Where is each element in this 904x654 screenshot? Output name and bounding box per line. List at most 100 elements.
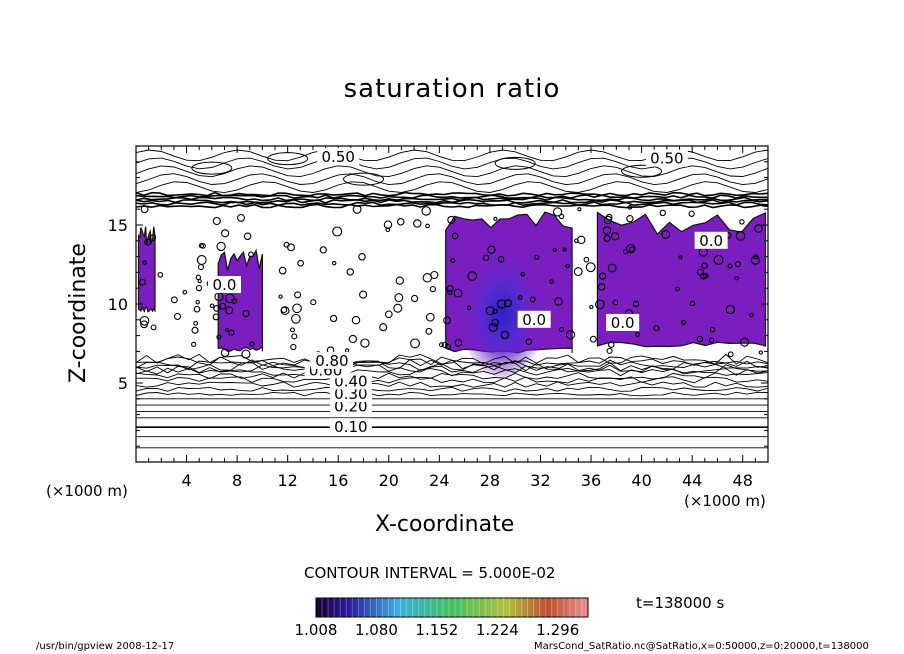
contour-speck	[517, 295, 523, 300]
contour-speck	[520, 272, 526, 277]
x-tick-label: 8	[232, 471, 242, 490]
contour-speck	[749, 312, 754, 318]
contour-speck	[212, 313, 220, 321]
supersaturated-region-2	[217, 248, 263, 352]
contour-loop	[621, 164, 663, 178]
contour-line-low	[135, 372, 769, 380]
contour-speck	[196, 255, 207, 265]
contour-speck	[496, 299, 507, 309]
contour-speck	[612, 299, 619, 306]
contour-speck	[379, 323, 388, 332]
contour-speck	[200, 243, 206, 249]
colorbar-tick-label: 1.008	[295, 621, 338, 639]
contour-speck	[467, 271, 478, 281]
contour-speck	[220, 348, 230, 357]
contour-speck	[500, 330, 510, 340]
contour-speck	[182, 289, 188, 295]
contour-speck	[216, 241, 226, 252]
contour-speck	[565, 264, 570, 269]
contour-speck	[396, 218, 405, 226]
contour-speck	[221, 229, 230, 238]
contour-speck	[525, 338, 533, 345]
contour-speck	[292, 303, 302, 314]
contour-speck	[413, 219, 422, 228]
contour-label-bg	[606, 313, 640, 331]
colorbar: 1.008 1.080 1.152 1.224 1.296	[295, 597, 589, 639]
contour-speck	[248, 251, 254, 258]
contour-speck	[632, 300, 640, 308]
contour-speck	[410, 338, 420, 349]
contour-speck	[332, 226, 343, 237]
x-tick-label: 4	[181, 471, 191, 490]
contour-label-bg	[310, 351, 353, 369]
contour-speck	[195, 274, 202, 281]
contour-loop	[191, 161, 233, 175]
contour-speck	[497, 255, 505, 263]
contour-speck	[191, 341, 197, 348]
contour-speck	[291, 313, 301, 324]
contour-loop	[494, 156, 536, 170]
contour-speck	[351, 315, 361, 325]
contour-speck	[410, 294, 419, 303]
contour-speck	[450, 258, 456, 264]
contour-speck	[727, 351, 734, 358]
contour-speck	[384, 310, 393, 319]
contour-speck	[549, 279, 555, 284]
contour-speck	[558, 326, 565, 333]
contour-label-bg	[207, 276, 241, 294]
colorbar-tick-label: 1.152	[415, 621, 458, 639]
contour-line-low	[136, 376, 769, 384]
contour-speck	[675, 286, 680, 292]
contour-speck	[446, 285, 454, 293]
time-label: t=138000 s	[636, 594, 725, 612]
contour-label-bg	[517, 310, 551, 328]
contour-label: 0.80	[315, 352, 348, 370]
contour-speck	[430, 270, 439, 280]
contour-speck	[294, 291, 302, 299]
y-axis-label: Z-coordinate	[66, 243, 91, 383]
contour-speck	[603, 215, 613, 225]
contour-speck	[394, 293, 404, 303]
contour-speck	[701, 262, 708, 269]
contour-speck	[487, 245, 496, 254]
contour-speck	[150, 324, 157, 331]
contour-speck	[753, 254, 759, 260]
x-tick-label: 44	[682, 471, 702, 490]
contour-line-low	[135, 391, 769, 397]
contour-line-top	[135, 196, 769, 202]
contour-line-low	[135, 367, 769, 377]
contour-speck	[565, 330, 576, 340]
contour-speck	[688, 210, 695, 217]
contour-speck	[626, 215, 634, 223]
contour-speck	[290, 343, 297, 351]
contour-speck	[447, 289, 453, 296]
contour-speck	[597, 283, 606, 291]
contour-speck	[574, 238, 579, 244]
contour-line-low	[135, 364, 769, 374]
contour-line-upper	[135, 173, 769, 186]
contour-label: 0.20	[334, 398, 367, 416]
contour-speck	[529, 296, 536, 303]
contour-speck	[626, 243, 636, 254]
contour-speck	[348, 334, 358, 344]
contour-speck	[482, 254, 490, 261]
contour-speck	[191, 326, 199, 334]
contour-speck	[740, 337, 750, 347]
y-tick-label: 5	[118, 374, 128, 393]
contour-speck	[441, 341, 448, 349]
contour-label-bg	[329, 418, 372, 436]
contour-speck	[144, 238, 152, 246]
contour-speck	[395, 276, 404, 285]
contour-speck	[329, 314, 338, 323]
x-tick-label: 16	[328, 471, 348, 490]
contour-speck	[562, 247, 567, 252]
contour-speck	[443, 316, 452, 325]
contour-label: 0.0	[213, 276, 237, 294]
contour-speck	[602, 226, 612, 235]
contour-line-top	[135, 194, 768, 199]
contour-speck	[453, 288, 463, 298]
contour-speck	[713, 254, 724, 265]
contour-loop	[267, 152, 309, 166]
contour-speck	[209, 303, 215, 309]
